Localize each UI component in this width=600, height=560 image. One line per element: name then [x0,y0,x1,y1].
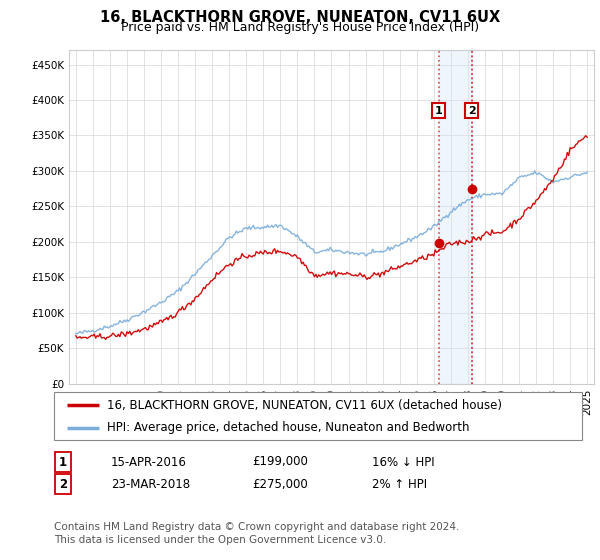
FancyBboxPatch shape [54,392,582,440]
Text: 2: 2 [468,106,476,116]
Text: Price paid vs. HM Land Registry's House Price Index (HPI): Price paid vs. HM Land Registry's House … [121,21,479,34]
Text: 16, BLACKTHORN GROVE, NUNEATON, CV11 6UX (detached house): 16, BLACKTHORN GROVE, NUNEATON, CV11 6UX… [107,399,502,412]
Text: £275,000: £275,000 [252,478,308,491]
Text: 1: 1 [59,455,67,469]
Text: 2% ↑ HPI: 2% ↑ HPI [372,478,427,491]
Text: 1: 1 [435,106,443,116]
Text: 23-MAR-2018: 23-MAR-2018 [111,478,190,491]
Text: 15-APR-2016: 15-APR-2016 [111,455,187,469]
Text: HPI: Average price, detached house, Nuneaton and Bedworth: HPI: Average price, detached house, Nune… [107,421,469,434]
Text: Contains HM Land Registry data © Crown copyright and database right 2024.
This d: Contains HM Land Registry data © Crown c… [54,522,460,545]
Text: 2: 2 [59,478,67,491]
Bar [439,50,472,384]
Text: 16% ↓ HPI: 16% ↓ HPI [372,455,434,469]
Text: £199,000: £199,000 [252,455,308,469]
Text: 16, BLACKTHORN GROVE, NUNEATON, CV11 6UX: 16, BLACKTHORN GROVE, NUNEATON, CV11 6UX [100,10,500,25]
